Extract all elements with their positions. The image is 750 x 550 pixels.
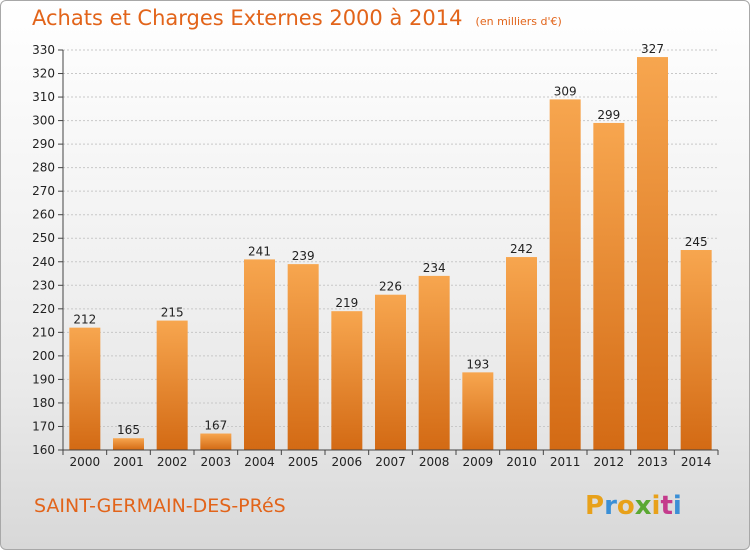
- x-tick-label: 2007: [375, 455, 406, 469]
- logo-letter: r: [604, 491, 617, 521]
- data-label: 219: [335, 296, 358, 310]
- logo-letter: i: [672, 491, 682, 521]
- x-tick-label: 2004: [244, 455, 275, 469]
- y-tick-label: 320: [32, 67, 55, 81]
- data-label: 215: [161, 306, 184, 320]
- x-tick-label: 2011: [550, 455, 581, 469]
- y-tick-label: 290: [32, 137, 55, 151]
- logo-letter: i: [651, 491, 661, 521]
- data-label: 226: [379, 280, 402, 294]
- data-label: 242: [510, 242, 533, 256]
- bar: [462, 372, 494, 450]
- data-label: 327: [641, 42, 664, 56]
- chart-title: Achats et Charges Externes 2000 à 2014: [32, 6, 463, 30]
- bar: [549, 99, 581, 450]
- y-tick-label: 330: [32, 43, 55, 57]
- y-tick-label: 270: [32, 184, 55, 198]
- x-tick-label: 2002: [157, 455, 188, 469]
- x-tick-label: 2000: [70, 455, 101, 469]
- data-label: 193: [466, 357, 489, 371]
- chart-subtitle: (en milliers d'€): [475, 15, 562, 28]
- x-tick-label: 2001: [113, 455, 144, 469]
- logo-letter: t: [660, 491, 673, 521]
- bar: [113, 438, 144, 450]
- x-tick-label: 2014: [681, 455, 712, 469]
- x-tick-label: 2008: [419, 455, 450, 469]
- y-tick-label: 200: [32, 349, 55, 363]
- y-tick-label: 190: [32, 372, 55, 386]
- data-label: 212: [73, 313, 96, 327]
- y-tick-label: 280: [32, 161, 55, 175]
- y-tick-label: 260: [32, 208, 55, 222]
- title-row: Achats et Charges Externes 2000 à 2014 (…: [32, 6, 562, 30]
- data-label: 165: [117, 423, 140, 437]
- x-tick-label: 2003: [201, 455, 232, 469]
- y-tick-label: 210: [32, 325, 55, 339]
- bar: [418, 275, 450, 450]
- bar: [506, 257, 537, 450]
- data-label: 245: [685, 235, 708, 249]
- y-tick-label: 300: [32, 114, 55, 128]
- logo-letter: P: [585, 491, 605, 521]
- bar: [375, 294, 406, 450]
- data-label: 299: [597, 108, 620, 122]
- data-label: 167: [204, 419, 227, 433]
- bar: [287, 264, 319, 450]
- axes: 160 170 180 190 200 210 220 230 240 250 260 270 280 2…: [32, 43, 719, 469]
- commune-name: SAINT-GERMAIN-DES-PRéS: [34, 495, 286, 517]
- y-tick-label: 220: [32, 302, 55, 316]
- y-tick-label: 160: [32, 443, 55, 457]
- logo-letter: o: [616, 491, 635, 521]
- x-tick-label: 2005: [288, 455, 319, 469]
- logo-letter: x: [634, 491, 652, 521]
- bar: [244, 259, 275, 450]
- bar: [69, 327, 101, 450]
- x-tick-label: 2009: [463, 455, 494, 469]
- y-tick-label: 170: [32, 419, 55, 433]
- y-tick-label: 310: [32, 90, 55, 104]
- y-tick-label: 240: [32, 255, 55, 269]
- x-tick-label: 2010: [506, 455, 537, 469]
- y-tick-label: 180: [32, 396, 55, 410]
- bar: [331, 311, 363, 450]
- data-label: 309: [554, 84, 577, 98]
- x-tick-label: 2006: [332, 455, 363, 469]
- data-label: 234: [423, 261, 446, 275]
- y-tick-label: 230: [32, 278, 55, 292]
- bar: [637, 57, 668, 450]
- bar: [156, 320, 188, 450]
- bar: [200, 433, 232, 450]
- data-label: 239: [292, 249, 315, 263]
- bar: [680, 250, 712, 450]
- data-label: 241: [248, 244, 271, 258]
- x-tick-label: 2012: [594, 455, 625, 469]
- proxiti-logo: Proxiti: [585, 491, 682, 521]
- bars: 212 165 215 167 241 239 219 226 234 193 242 309 299 3…: [69, 42, 712, 451]
- y-tick-label: 250: [32, 231, 55, 245]
- x-tick-label: 2013: [637, 455, 668, 469]
- bar: [593, 122, 625, 451]
